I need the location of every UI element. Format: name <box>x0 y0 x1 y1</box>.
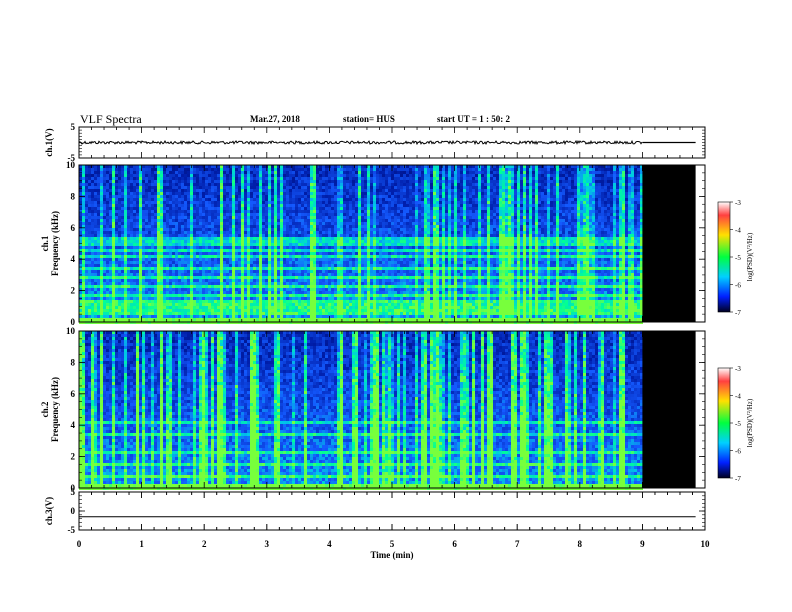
y-tick-label: -5 <box>68 525 76 535</box>
x-tick-label: 7 <box>515 539 520 549</box>
x-tick-label: 8 <box>578 539 583 549</box>
colorbar-tick-label: -5 <box>735 420 741 428</box>
y-tick-label: 6 <box>71 223 76 233</box>
ch2-spectrogram-ylabel: ch.2 <box>40 401 50 417</box>
x-tick-label: 9 <box>640 539 645 549</box>
ch1-spectrogram-ylabel: ch.1 <box>40 235 50 251</box>
ch2-spectrogram-ylabel: Frequency (kHz) <box>50 377 60 442</box>
y-tick-label: 4 <box>71 420 76 430</box>
x-tick-label: 2 <box>202 539 207 549</box>
x-tick-label: 1 <box>139 539 144 549</box>
colorbar-tick-label: -6 <box>735 282 741 290</box>
ch1-spectrogram-cells <box>79 165 643 324</box>
x-tick-label: 4 <box>327 539 332 549</box>
colorbar-tick-label: -7 <box>735 475 741 483</box>
colorbar-tick-label: -3 <box>735 365 741 373</box>
y-tick-label: 4 <box>71 254 76 264</box>
y-tick-label: 8 <box>71 191 76 201</box>
colorbar-tick-label: -4 <box>735 227 741 235</box>
ch2-spectrogram-cells <box>79 331 643 490</box>
ch2-spectrogram-no-data <box>642 331 695 488</box>
ch1-spectrogram-colorbar <box>718 202 730 312</box>
ch1-spectrogram-colorbar-label: log(PSD)(V²/Hz) <box>746 232 754 281</box>
y-tick-label: 10 <box>66 160 76 170</box>
y-tick-label: 5 <box>71 122 76 132</box>
ch3-waveform-ylabel: ch.3(V) <box>44 497 54 525</box>
colorbar-tick-label: -7 <box>735 309 741 317</box>
ch1-spectrogram-no-data <box>642 165 695 322</box>
y-tick-label: 2 <box>71 452 76 462</box>
colorbar-tick-label: -3 <box>735 199 741 207</box>
y-tick-label: 2 <box>71 286 76 296</box>
x-tick-label: 0 <box>77 539 82 549</box>
colorbar-tick-label: -6 <box>735 448 741 456</box>
x-axis-label: Time (min) <box>370 550 413 560</box>
y-tick-label: 5 <box>71 487 76 497</box>
ch1-spectrogram-ylabel: Frequency (kHz) <box>50 211 60 276</box>
x-tick-label: 10 <box>701 539 711 549</box>
y-tick-label: 6 <box>71 389 76 399</box>
y-tick-label: 10 <box>66 326 76 336</box>
ch2-spectrogram-colorbar <box>718 368 730 478</box>
colorbar-tick-label: -5 <box>735 254 741 262</box>
x-tick-label: 3 <box>265 539 270 549</box>
x-tick-label: 5 <box>390 539 395 549</box>
x-tick-label: 6 <box>452 539 457 549</box>
y-tick-label: 0 <box>71 506 76 516</box>
colorbar-tick-label: -4 <box>735 393 741 401</box>
y-tick-label: 8 <box>71 357 76 367</box>
vlf-spectra-figure: 5-5ch.1(V)0246810ch.1 Frequency (kHz)-3-4… <box>0 0 792 612</box>
ch1-waveform-ylabel: ch.1(V) <box>44 128 54 156</box>
ch2-spectrogram-colorbar-label: log(PSD)(V²/Hz) <box>746 398 754 447</box>
